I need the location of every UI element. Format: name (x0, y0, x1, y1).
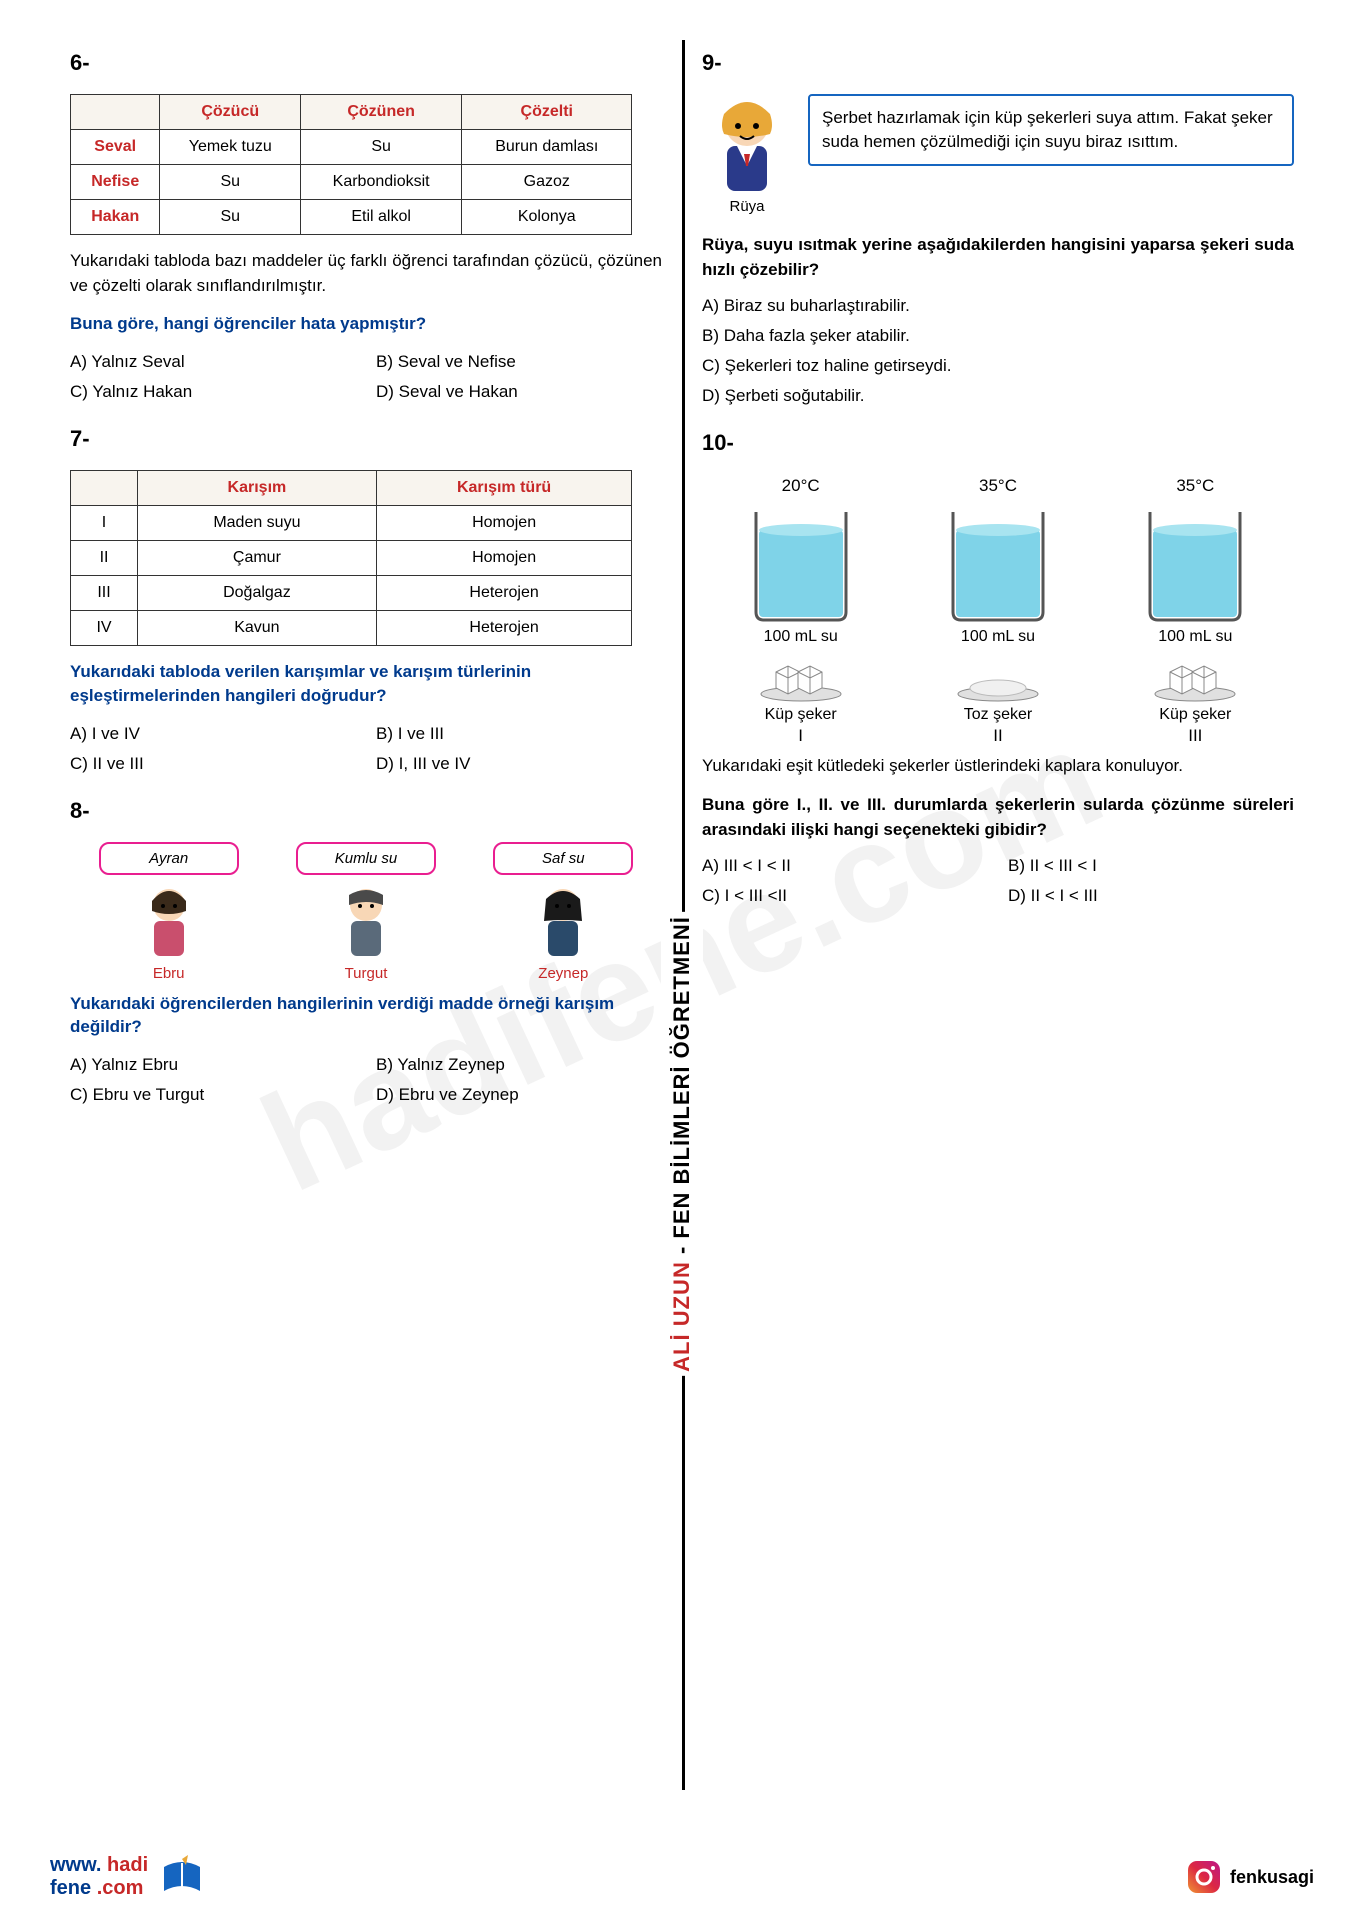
q10-prompt: Buna göre I., II. ve III. durumlarda şek… (702, 793, 1294, 842)
q9-number: 9- (702, 50, 1294, 76)
q8-answer-c: C) Ebru ve Turgut (70, 1085, 356, 1105)
footer: www. hadi fene .com fenkusagi (50, 1854, 1314, 1900)
q8-number: 8- (70, 798, 662, 824)
q10-beakers: 20°C 100 mL su Küp şeker I 35°C 100 mL s… (702, 476, 1294, 746)
beaker-icon (1140, 502, 1250, 622)
q9-ruya: Rüya Şerbet hazırlamak için küp şekerler… (702, 94, 1294, 215)
q6-intro: Yukarıdaki tabloda bazı maddeler üç fark… (70, 249, 662, 298)
q8-answer-d: D) Ebru ve Zeynep (376, 1085, 662, 1105)
q10-answer-d: D) II < I < III (1008, 886, 1294, 906)
powder-sugar-icon (953, 652, 1043, 702)
right-column: 9- Rüya Şerbet hazırlamak için küp şeker… (682, 40, 1314, 1880)
q9-answer-d: D) Şerbeti soğutabilir. (702, 386, 1294, 406)
q8-person-ebru: Ayran Ebru (99, 842, 239, 982)
q6-prompt: Buna göre, hangi öğrenciler hata yapmışt… (70, 312, 662, 336)
q10-answer-c: C) I < III <II (702, 886, 988, 906)
q9-speech: Şerbet hazırlamak için küp şekerleri suy… (808, 94, 1294, 166)
instagram-handle: fenkusagi (1230, 1867, 1314, 1888)
q8-person-zeynep: Saf su Zeynep (493, 842, 633, 982)
q10-beaker-2: 35°C 100 mL su Toz şeker II (923, 476, 1073, 746)
site-logo: www. hadi fene .com (50, 1854, 148, 1900)
q6-answer-b: B) Seval ve Nefise (376, 352, 662, 372)
q9-answer-c: C) Şekerleri toz haline getirseydi. (702, 356, 1294, 376)
beaker-icon (746, 502, 856, 622)
q10-beaker-1: 20°C 100 mL su Küp şeker I (726, 476, 876, 746)
avatar-girl2-icon (528, 881, 598, 961)
q9-answer-a: A) Biraz su buharlaştırabilir. (702, 296, 1294, 316)
q6-answers: A) Yalnız Seval B) Seval ve Nefise C) Ya… (70, 352, 662, 402)
book-icon (160, 1855, 204, 1899)
q10-beaker-3: 35°C 100 mL su Küp şeker III (1120, 476, 1270, 746)
footer-left: www. hadi fene .com (50, 1854, 204, 1900)
q8-answer-a: A) Yalnız Ebru (70, 1055, 356, 1075)
side-text: ALİ UZUN - FEN BİLİMLERİ ÖĞRETMENİ (661, 912, 703, 1376)
q8-prompt: Yukarıdaki öğrencilerden hangilerinin ve… (70, 992, 662, 1040)
q7-number: 7- (70, 426, 662, 452)
q6-answer-d: D) Seval ve Hakan (376, 382, 662, 402)
footer-right: fenkusagi (1186, 1859, 1314, 1895)
q8-person-turgut: Kumlu su Turgut (296, 842, 436, 982)
avatar-girl-icon (134, 881, 204, 961)
cube-sugar-icon (1150, 652, 1240, 702)
q7-answers: A) I ve IV B) I ve III C) II ve III D) I… (70, 724, 662, 774)
q7-prompt: Yukarıdaki tabloda verilen karışımlar ve… (70, 660, 662, 708)
q7-answer-b: B) I ve III (376, 724, 662, 744)
avatar-ruya-icon (702, 94, 792, 194)
instagram-icon (1186, 1859, 1222, 1895)
page: ALİ UZUN - FEN BİLİMLERİ ÖĞRETMENİ 6- Çö… (50, 40, 1314, 1880)
q8-answers: A) Yalnız Ebru B) Yalnız Zeynep C) Ebru … (70, 1055, 662, 1105)
avatar-boy-icon (331, 881, 401, 961)
q6-answer-a: A) Yalnız Seval (70, 352, 356, 372)
q10-answer-a: A) III < I < II (702, 856, 988, 876)
q6-number: 6- (70, 50, 662, 76)
q8-answer-b: B) Yalnız Zeynep (376, 1055, 662, 1075)
left-column: 6- ÇözücüÇözünenÇözelti SevalYemek tuzuS… (50, 40, 682, 1880)
q9-answer-b: B) Daha fazla şeker atabilir. (702, 326, 1294, 346)
beaker-icon (943, 502, 1053, 622)
cube-sugar-icon (756, 652, 846, 702)
q7-table: KarışımKarışım türü IMaden suyuHomojen I… (70, 470, 632, 646)
q7-answer-a: A) I ve IV (70, 724, 356, 744)
q6-answer-c: C) Yalnız Hakan (70, 382, 356, 402)
q7-answer-c: C) II ve III (70, 754, 356, 774)
q7-answer-d: D) I, III ve IV (376, 754, 662, 774)
q8-people: Ayran Ebru Kumlu su Turgut Saf su Zeynep (70, 842, 662, 982)
q10-answers: A) III < I < II B) II < III < I C) I < I… (702, 856, 1294, 906)
q10-number: 10- (702, 430, 1294, 456)
q6-table: ÇözücüÇözünenÇözelti SevalYemek tuzuSuBu… (70, 94, 632, 235)
q9-answers: A) Biraz su buharlaştırabilir. B) Daha f… (702, 296, 1294, 406)
q10-intro: Yukarıdaki eşit kütledeki şekerler üstle… (702, 754, 1294, 779)
q10-answer-b: B) II < III < I (1008, 856, 1294, 876)
q9-prompt: Rüya, suyu ısıtmak yerine aşağıdakilerde… (702, 233, 1294, 282)
